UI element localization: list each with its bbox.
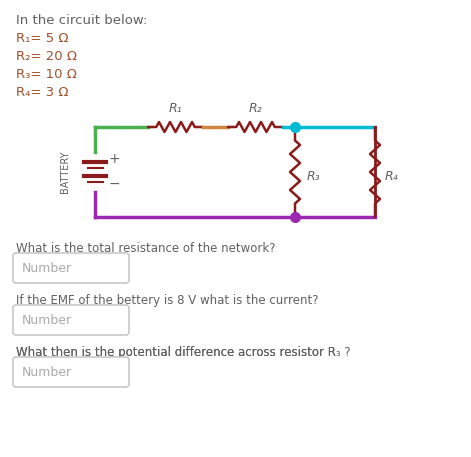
Text: R₃= 10 Ω: R₃= 10 Ω (16, 68, 77, 81)
Text: R₂: R₂ (249, 102, 262, 115)
Text: Number: Number (22, 366, 72, 378)
Text: R₃: R₃ (307, 170, 321, 184)
Text: −: − (109, 177, 121, 191)
FancyBboxPatch shape (13, 357, 129, 387)
Text: R₂= 20 Ω: R₂= 20 Ω (16, 50, 77, 63)
Text: R₁= 5 Ω: R₁= 5 Ω (16, 32, 68, 45)
Text: R₄= 3 Ω: R₄= 3 Ω (16, 86, 68, 99)
Text: BATTERY: BATTERY (60, 151, 70, 193)
Text: Number: Number (22, 314, 72, 326)
Text: In the circuit below:: In the circuit below: (16, 14, 147, 27)
Text: What is the total resistance of the network?: What is the total resistance of the netw… (16, 242, 276, 255)
Text: R₁: R₁ (169, 102, 182, 115)
FancyBboxPatch shape (13, 253, 129, 283)
Text: +: + (109, 152, 121, 166)
Text: Number: Number (22, 261, 72, 275)
Text: R₄: R₄ (385, 170, 398, 184)
Text: What then is the potential difference across resistor R₃ ?: What then is the potential difference ac… (16, 346, 350, 359)
Text: If the EMF of the bettery is 8 V what is the current?: If the EMF of the bettery is 8 V what is… (16, 294, 318, 307)
FancyBboxPatch shape (13, 305, 129, 335)
Text: What then is the potential difference across resistor R: What then is the potential difference ac… (16, 346, 336, 359)
